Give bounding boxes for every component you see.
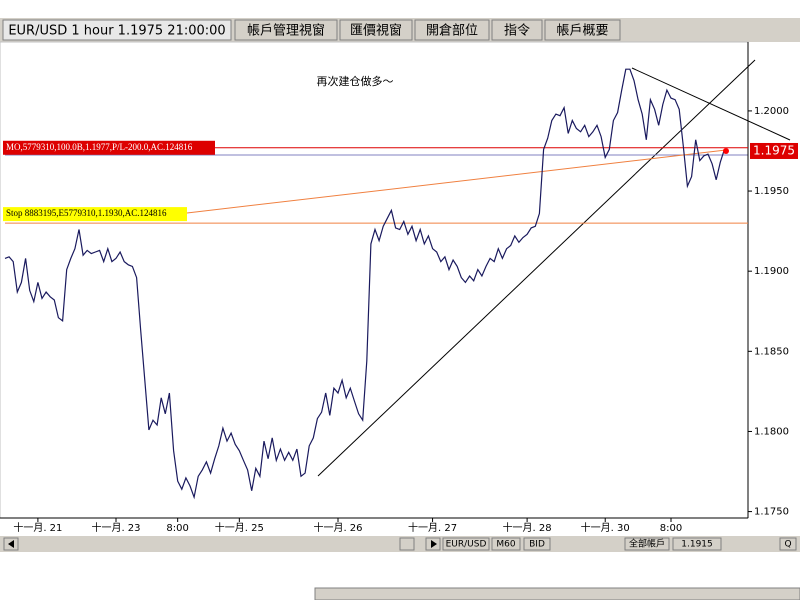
x-tick-label: 十一月. 25: [215, 521, 264, 534]
tab-label: 匯價視窗: [350, 23, 402, 39]
current-price-box: [750, 142, 798, 159]
arrow: [8, 540, 14, 548]
toolbar-label: M60: [496, 540, 515, 550]
plot-area: [0, 41, 749, 519]
tab[interactable]: [2, 19, 232, 41]
tab-label: 開倉部位: [426, 24, 478, 39]
trend-line: [631, 67, 791, 141]
chart-annotation: 再次建仓做多～: [317, 74, 394, 88]
link-line: [186, 149, 727, 214]
toolbar-button[interactable]: [779, 537, 797, 551]
tab-label: EUR/USD 1 hour 1.1975 21:00:00: [8, 24, 225, 39]
y-tick-label: 1.2000: [754, 106, 789, 117]
toolbar-label: 1.1915: [681, 540, 713, 550]
arrow: [431, 540, 437, 548]
x-tick-label: 8:00: [166, 523, 188, 534]
trend-line: [317, 59, 756, 477]
order-label: Stop 8883195,E5779310,1.1930,AC.124816: [6, 208, 167, 218]
tab-label: 指令: [504, 24, 530, 39]
y-tick-label: 1.1950: [754, 186, 789, 197]
y-tick-label: 1.1750: [754, 507, 789, 518]
tab-label: 帳戶管理視窗: [247, 23, 325, 39]
toolbar-button[interactable]: [442, 537, 490, 551]
tab[interactable]: [339, 19, 413, 41]
x-tick-label: 十一月. 27: [408, 521, 457, 534]
tab[interactable]: [414, 19, 490, 41]
top-blank: [0, 0, 800, 18]
toolbar-button[interactable]: [672, 537, 722, 551]
y-tick-label: 1.1800: [754, 426, 789, 437]
current-price-dot: [723, 147, 729, 154]
toolbar-label: EUR/USD: [446, 540, 487, 550]
toolbar-button[interactable]: [624, 537, 670, 551]
y-tick-label: 1.1900: [754, 266, 789, 277]
x-tick-label: 十一月. 26: [313, 521, 362, 534]
x-tick-label: 十一月. 30: [581, 521, 630, 534]
toolbar-label: 全部帳戶: [629, 538, 665, 550]
x-tick-label: 十一月. 28: [503, 521, 552, 534]
toolbar-button[interactable]: [491, 537, 521, 551]
tab[interactable]: [544, 19, 621, 41]
x-tick-label: 8:00: [660, 523, 682, 534]
toolbar-label: Q: [784, 540, 791, 550]
y-tick-label: 1.1850: [754, 346, 789, 357]
tab[interactable]: [234, 19, 338, 41]
scroll-right[interactable]: [399, 537, 415, 551]
order-label-box: [3, 140, 215, 155]
tab-label: 帳戶概要: [556, 24, 608, 39]
lower-window: [314, 587, 800, 601]
toolbar-button[interactable]: [523, 537, 551, 551]
price-line: [4, 68, 725, 500]
order-label-box: [3, 207, 187, 222]
tab[interactable]: [491, 19, 543, 41]
current-price-label: 1.1975: [753, 143, 795, 157]
order-label: MO,5779310,100.0B,1.1977,P/L-200.0,AC.12…: [6, 142, 193, 152]
x-tick-label: 十一月. 21: [13, 521, 62, 534]
x-tick-label: 十一月. 23: [91, 521, 140, 534]
toolbar-label: BID: [529, 540, 545, 550]
